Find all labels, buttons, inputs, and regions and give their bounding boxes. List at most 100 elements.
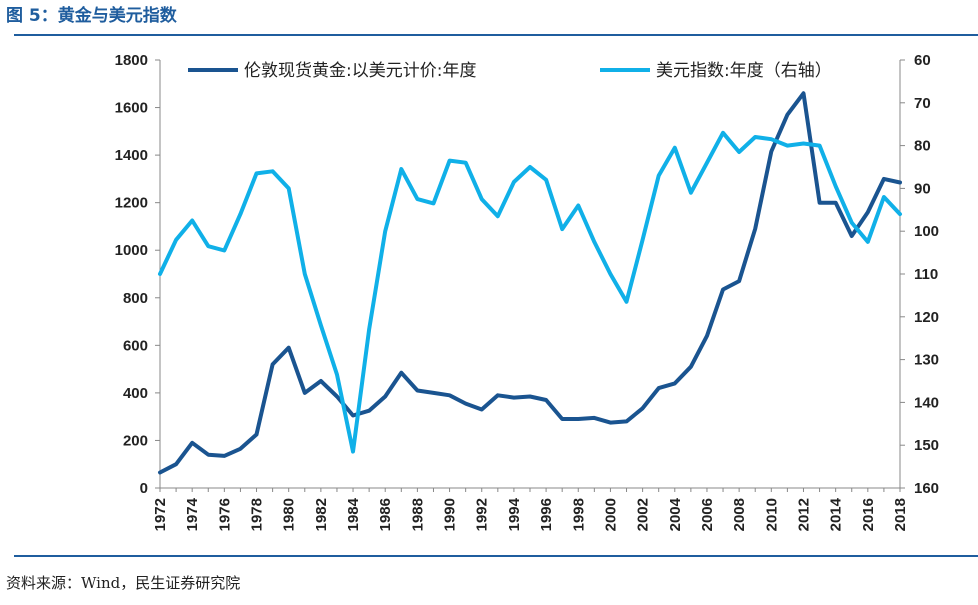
data-point-right [770, 138, 773, 141]
data-point-right [818, 144, 821, 147]
data-point-right [898, 212, 902, 216]
data-point-left [737, 279, 741, 283]
series-line-left [158, 91, 902, 475]
data-point-left [528, 395, 532, 398]
left-tick-label: 1800 [115, 52, 148, 69]
data-point-left [191, 441, 194, 444]
data-point-left [577, 417, 580, 421]
chart-series [158, 91, 902, 475]
data-point-right [754, 135, 757, 139]
data-point-left [689, 365, 693, 368]
right-tick-label: 150 [914, 437, 939, 454]
data-point-left [850, 234, 853, 238]
right-tick-label: 140 [914, 394, 939, 411]
data-point-right [834, 185, 837, 188]
data-point-right [882, 195, 886, 199]
data-point-left [303, 391, 306, 395]
data-point-left [432, 391, 435, 395]
left-tick-label: 0 [140, 480, 148, 497]
left-tick-label: 1200 [115, 195, 148, 212]
data-point-right [158, 272, 162, 276]
data-point-right [577, 204, 580, 207]
x-tick-label: 2018 [892, 498, 909, 531]
left-tick-label: 800 [123, 290, 148, 307]
x-tick-label: 1982 [313, 498, 330, 531]
figure-title: 图 5：黄金与美元指数 [6, 6, 177, 26]
x-tick-label: 2010 [763, 498, 780, 531]
x-tick-label: 2000 [602, 498, 619, 531]
data-point-right [544, 178, 548, 181]
x-tick-label: 1972 [152, 498, 169, 531]
data-point-left [625, 420, 628, 423]
data-point-left [882, 177, 886, 181]
x-tick-label: 2016 [860, 498, 877, 531]
data-point-left [480, 408, 483, 411]
data-point-left [544, 398, 548, 402]
data-point-left [351, 414, 355, 417]
data-point-right [866, 240, 869, 244]
chart-legend: 伦敦现货黄金:以美元计价:年度 美元指数:年度（右轴） [188, 61, 832, 81]
data-point-right [351, 450, 355, 453]
data-point-left [319, 379, 323, 383]
data-point-right [561, 227, 564, 231]
data-point-right [737, 150, 741, 154]
data-point-right [416, 197, 419, 201]
chart-axes: 0 200 400 600 800 1000 1200 1400 1600 1800 60 70 80 9… [115, 52, 939, 531]
x-tick-label: 1978 [249, 498, 266, 531]
data-point-left [705, 334, 709, 337]
data-point-left [786, 113, 789, 116]
x-tick-label: 1984 [345, 497, 362, 531]
x-tick-label: 1996 [538, 498, 555, 531]
x-tick-label: 1992 [474, 498, 491, 531]
data-point-left [818, 201, 821, 204]
data-point-left [657, 386, 660, 390]
x-tick-label: 1976 [216, 498, 233, 531]
bottom-divider [14, 555, 978, 557]
data-point-right [625, 300, 628, 303]
data-point-right [384, 230, 387, 233]
legend-label-left: 伦敦现货黄金:以美元计价:年度 [244, 61, 476, 81]
data-point-right [432, 202, 435, 205]
data-point-right [512, 180, 516, 184]
data-point-right [239, 212, 242, 216]
data-point-right [850, 221, 853, 224]
right-tick-label: 120 [914, 309, 939, 326]
x-tick-label: 2014 [828, 497, 845, 531]
data-point-right [271, 170, 274, 173]
x-tick-label: 2002 [635, 498, 652, 531]
x-tick-label: 2004 [667, 497, 684, 531]
data-point-left [834, 201, 837, 204]
right-tick-label: 130 [914, 352, 939, 369]
data-point-left [271, 363, 274, 366]
data-point-left [721, 288, 725, 291]
right-tick-label: 90 [914, 180, 931, 197]
x-tick-label: 1980 [281, 498, 298, 531]
data-point-right [191, 219, 194, 222]
data-point-right [255, 172, 258, 175]
data-point-left [416, 389, 419, 392]
right-tick-label: 80 [914, 138, 931, 155]
data-point-left [641, 407, 644, 410]
data-point-right [448, 159, 451, 162]
data-point-right [689, 191, 693, 194]
x-tick-label: 2006 [699, 498, 716, 531]
data-point-right [657, 174, 660, 177]
data-point-right [705, 161, 709, 164]
right-tick-label: 110 [914, 266, 938, 283]
data-point-right [207, 245, 210, 248]
data-point-right [641, 238, 644, 241]
data-point-right [319, 324, 323, 327]
data-point-right [496, 215, 499, 218]
data-point-left [496, 394, 499, 397]
data-point-left [898, 181, 902, 184]
data-point-left [512, 396, 516, 399]
data-point-right [287, 187, 290, 190]
data-point-left [158, 471, 162, 474]
data-point-left [335, 395, 339, 398]
data-point-right [480, 197, 483, 201]
data-point-right [174, 238, 178, 241]
data-point-left [754, 227, 757, 230]
data-point-right [464, 161, 467, 164]
left-tick-label: 400 [123, 385, 148, 402]
